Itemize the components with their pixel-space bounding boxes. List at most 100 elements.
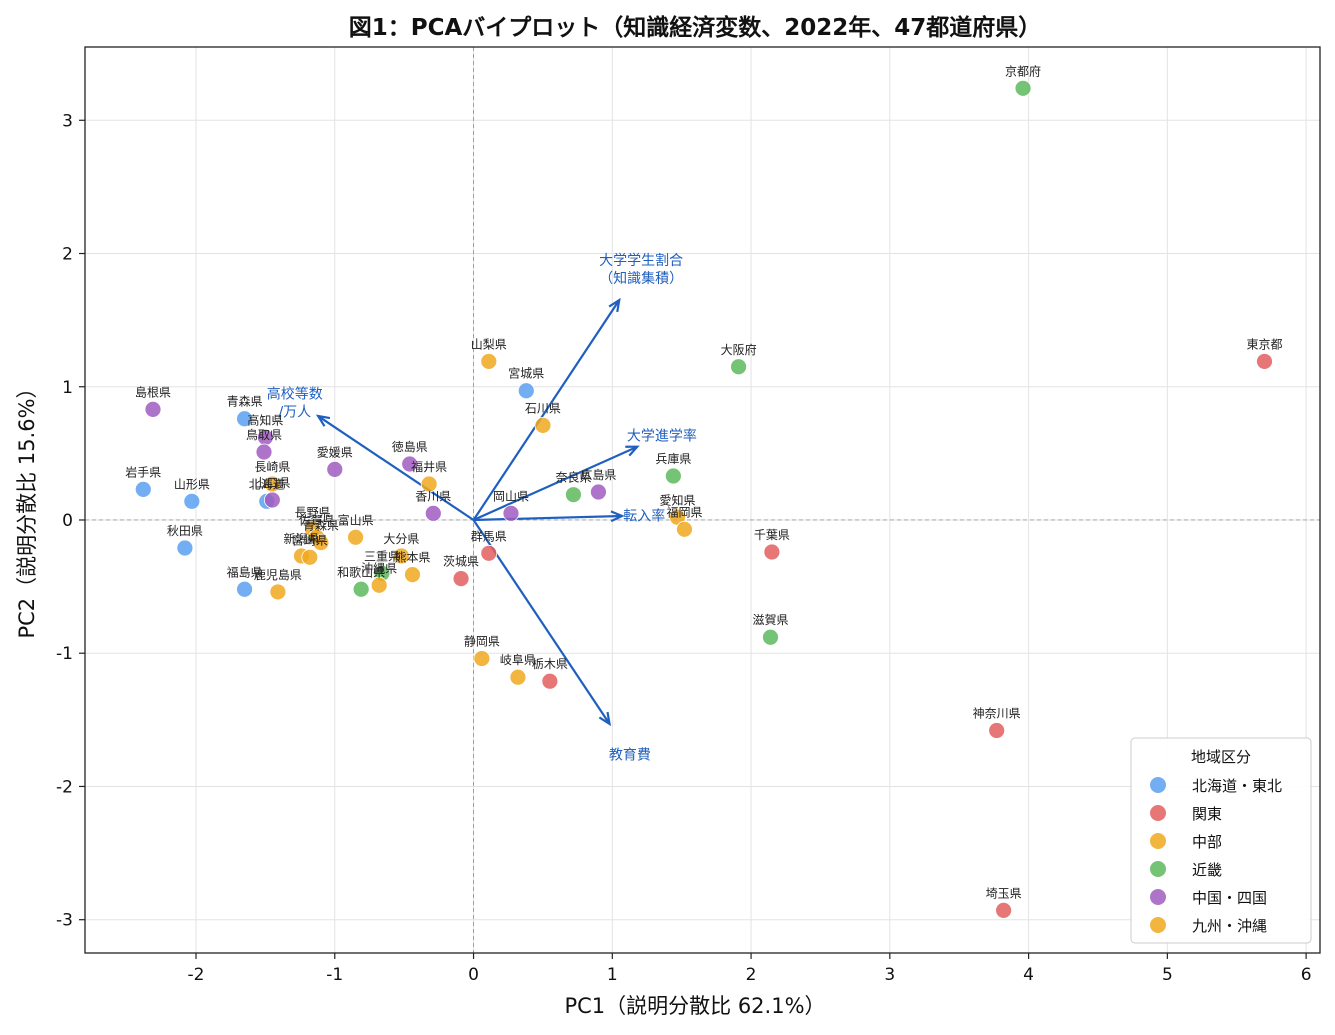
data-point — [263, 475, 281, 493]
point-label: 山形県 — [174, 477, 210, 491]
data-point — [473, 650, 491, 667]
data-point — [502, 504, 520, 522]
point-label: 京都府 — [1005, 63, 1041, 78]
legend-box — [1130, 737, 1312, 944]
point-label: 沖縄県 — [361, 560, 397, 575]
data-point — [347, 528, 364, 546]
data-point — [730, 358, 747, 376]
point-label: 広島県 — [580, 467, 616, 482]
point-label: 岡山県 — [493, 489, 529, 503]
y-axis-label: PC2（説明分散比 15.6%） — [15, 377, 39, 638]
point-label: 福井県 — [411, 459, 447, 474]
loading-arrow-head — [610, 510, 625, 523]
loading-label: 教育費 — [609, 747, 651, 763]
loading-arrow-shaft — [473, 514, 623, 522]
legend-marker — [1150, 889, 1166, 905]
point-label: 鹿児島県 — [254, 567, 302, 582]
point-label: 奈良県 — [555, 470, 591, 485]
legend-label: 中国・四国 — [1192, 889, 1267, 907]
data-point — [424, 504, 442, 522]
x-tick-label: -1 — [326, 965, 343, 985]
x-tick-label: 5 — [1162, 965, 1173, 985]
point-label: 大阪府 — [721, 342, 757, 357]
legend-title: 地域区分 — [1191, 748, 1251, 766]
y-axis-ticks: -3 -2 -1 0 1 2 3 — [56, 111, 85, 931]
legend-label: 中部 — [1192, 833, 1222, 851]
point-label: 福島県 — [227, 564, 263, 579]
point-label: 山梨県 — [471, 337, 507, 351]
legend-label: 北海道・東北 — [1192, 777, 1282, 795]
data-point — [534, 416, 552, 434]
legend-label: 関東 — [1192, 805, 1222, 823]
x-axis-ticks: -2 -1 0 1 2 3 4 5 6 — [188, 953, 1312, 985]
point-label: 山口県 — [254, 476, 290, 490]
x-tick-label: -2 — [188, 965, 205, 985]
point-label: 岐阜県 — [500, 653, 536, 667]
point-label: 秋田県 — [167, 524, 203, 538]
data-point — [301, 548, 319, 566]
data-point — [236, 410, 253, 428]
data-point — [401, 455, 419, 473]
loading-arrow-shaft — [317, 415, 475, 521]
point-label: 東京都 — [1246, 337, 1282, 351]
data-point — [509, 668, 527, 686]
legend-marker — [1150, 917, 1166, 933]
loading-arrow-head — [315, 414, 331, 427]
loading-label-line2: /万人 — [278, 404, 311, 420]
loading-label: 高校等数 — [267, 385, 323, 402]
data-point — [480, 353, 498, 370]
point-label: 石川県 — [525, 401, 561, 415]
loading-arrow-head — [608, 297, 621, 313]
data-point — [326, 460, 344, 478]
data-point — [236, 580, 253, 598]
loading-label: 大学進学率 — [627, 428, 697, 445]
point-label: 愛知県 — [660, 493, 696, 507]
data-point — [541, 672, 559, 690]
point-label: 大分県 — [383, 532, 419, 546]
y-tick-label: 3 — [62, 111, 73, 131]
point-label: 栃木県 — [532, 657, 568, 671]
y-tick-label: 2 — [62, 245, 73, 265]
data-point — [183, 492, 201, 510]
point-label: 青森県 — [227, 394, 263, 409]
legend-label: 九州・沖縄 — [1192, 917, 1267, 935]
loading-arrow-head — [598, 711, 612, 727]
loading-arrow-shaft — [473, 445, 638, 521]
x-tick-label: 1 — [607, 965, 618, 985]
data-point — [995, 901, 1013, 919]
loading-label: 大学学生割合 — [599, 252, 683, 269]
data-point — [404, 566, 421, 584]
data-point — [565, 486, 582, 504]
y-tick-label: -1 — [56, 644, 73, 664]
data-point — [517, 382, 535, 400]
data-point — [1014, 79, 1032, 97]
point-label: 茨城県 — [443, 555, 479, 569]
point-label: 富山県 — [338, 512, 374, 527]
point-label: 神奈川県 — [973, 706, 1021, 720]
data-point — [676, 520, 693, 538]
point-label: 宮城県 — [508, 366, 544, 381]
point-label: 熊本県 — [394, 550, 430, 565]
point-label: 鳥取県 — [246, 427, 282, 442]
point-label: 徳島県 — [392, 439, 428, 454]
point-label: 岩手県 — [125, 464, 161, 479]
point-label: 島根県 — [135, 384, 171, 399]
data-point — [312, 534, 330, 552]
data-point — [370, 576, 388, 594]
data-point — [664, 467, 682, 485]
y-tick-label: 1 — [62, 378, 73, 398]
point-label: 佐賀県 — [299, 513, 335, 527]
x-tick-label: 4 — [1023, 965, 1034, 985]
legend-label: 近畿 — [1192, 861, 1222, 879]
x-tick-label: 6 — [1301, 965, 1312, 985]
point-label: 長野県 — [295, 505, 331, 519]
y-tick-label: -2 — [56, 777, 73, 797]
loading-label: 転入率 — [623, 507, 665, 524]
legend-marker — [1150, 861, 1166, 877]
point-label: 千葉県 — [754, 528, 790, 542]
data-point — [144, 400, 162, 418]
point-label: 群馬県 — [471, 529, 507, 543]
